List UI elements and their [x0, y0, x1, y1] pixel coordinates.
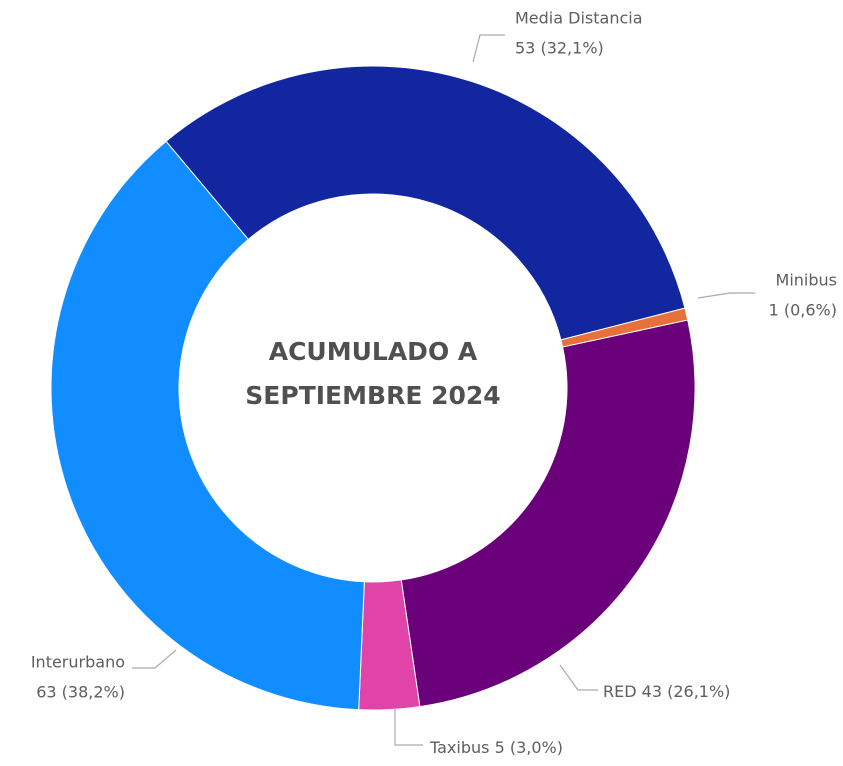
slice-value: 53 (32,1%): [515, 39, 604, 58]
slice-value: 43 (26,1%): [642, 682, 731, 701]
center-title: ACUMULADO A SEPTIEMBRE 2024: [245, 337, 501, 410]
slice-value: 63 (38,2%): [36, 683, 125, 702]
donut-slice: [400, 319, 696, 708]
slice-name: RED: [603, 682, 637, 701]
donut-slice: [50, 140, 365, 711]
slice-label: Taxibus 5 (3,0%): [429, 738, 563, 757]
slice-value: 1 (0,6%): [769, 301, 837, 320]
slice-name: Minibus: [776, 271, 837, 290]
leader-line: [132, 649, 177, 669]
slice-value: 5 (3,0%): [495, 738, 563, 757]
slice-name: Media Distancia: [515, 9, 643, 28]
donut-slice: [165, 65, 686, 341]
leader-line: [559, 664, 598, 691]
slice-label: RED 43 (26,1%): [603, 682, 730, 701]
leader-line: [394, 708, 423, 746]
leader-line: [472, 34, 505, 63]
slice-name: Interurbano: [31, 653, 125, 672]
slice-name: Taxibus: [429, 738, 489, 757]
leader-line: [697, 292, 755, 299]
